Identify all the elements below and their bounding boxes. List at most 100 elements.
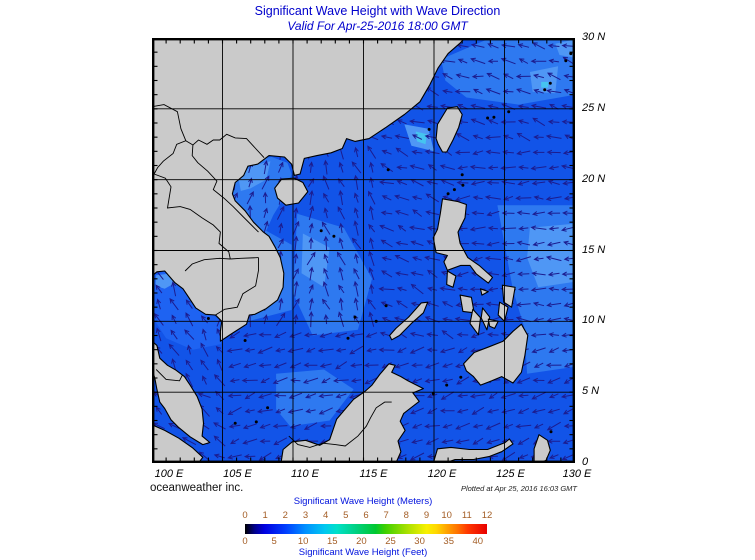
oceanweather-credit: oceanweather inc. bbox=[150, 482, 244, 494]
island-dot bbox=[543, 88, 547, 92]
island-dot bbox=[492, 115, 496, 119]
land-mass bbox=[152, 340, 211, 446]
land-mass bbox=[435, 106, 463, 153]
island-dot bbox=[452, 188, 456, 192]
land-mass bbox=[152, 38, 466, 342]
land-mass bbox=[432, 438, 514, 463]
wave-height-map bbox=[152, 38, 575, 463]
land-mass bbox=[152, 424, 204, 463]
country-border bbox=[184, 257, 231, 272]
feet-tick-5: 5 bbox=[271, 536, 277, 547]
wave-height-patch bbox=[527, 223, 575, 288]
colorbar-ticks-meters: 0 1 2 3 4 5 6 7 8 9 10 11 12 bbox=[242, 510, 492, 521]
island-dot bbox=[461, 183, 465, 187]
island-dot bbox=[564, 59, 568, 63]
land-mass bbox=[501, 284, 516, 308]
country-border bbox=[288, 401, 392, 448]
island-dot bbox=[446, 192, 450, 196]
wave-height-patch bbox=[301, 233, 330, 288]
country-border bbox=[230, 257, 259, 260]
valid-time-subtitle: Valid For Apr-25-2016 18:00 GMT bbox=[287, 19, 468, 33]
island-dot bbox=[384, 304, 388, 308]
lon-label-100e: 100 E bbox=[154, 468, 184, 480]
meters-tick-10: 10 bbox=[441, 510, 452, 521]
island-dot bbox=[386, 168, 390, 172]
island-dot bbox=[549, 430, 553, 434]
country-border bbox=[215, 257, 259, 316]
feet-tick-0: 0 bbox=[242, 536, 248, 547]
wave-height-patch bbox=[541, 81, 549, 88]
island-dot bbox=[486, 116, 490, 120]
country-border bbox=[155, 369, 183, 382]
feet-tick-20: 20 bbox=[356, 536, 367, 547]
island-dot bbox=[332, 234, 336, 238]
island-dot bbox=[427, 127, 431, 131]
meters-tick-6: 6 bbox=[363, 510, 369, 521]
colorbar-title-feet: Significant Wave Height (Feet) bbox=[298, 547, 428, 558]
map-canvas bbox=[152, 38, 575, 463]
island-dot bbox=[206, 317, 210, 320]
page-title: Significant Wave Height with Wave Direct… bbox=[254, 4, 501, 18]
land-mass bbox=[274, 177, 309, 206]
lon-label-115e: 115 E bbox=[359, 468, 388, 480]
island-dot bbox=[459, 375, 463, 379]
meters-tick-2: 2 bbox=[282, 510, 288, 521]
country-border bbox=[152, 104, 187, 141]
meters-tick-1: 1 bbox=[262, 510, 268, 521]
lat-label-15n: 15 N bbox=[582, 243, 606, 256]
lat-label-0: 0 bbox=[582, 456, 589, 468]
feet-tick-10: 10 bbox=[297, 536, 309, 547]
lat-label-10n: 10 N bbox=[582, 314, 606, 327]
lat-label-5n: 5 N bbox=[582, 385, 600, 398]
meters-tick-7: 7 bbox=[383, 510, 389, 521]
lon-label-110e: 110 E bbox=[291, 468, 319, 480]
country-border bbox=[153, 173, 231, 260]
colorbar-title-meters: Significant Wave Height (Meters) bbox=[293, 496, 433, 507]
land-mass bbox=[469, 308, 482, 336]
lon-label-130e: 130 E bbox=[562, 468, 592, 480]
island-dot bbox=[346, 336, 350, 340]
land-mass bbox=[479, 288, 489, 296]
meters-tick-8: 8 bbox=[403, 510, 409, 521]
wave-height-patch bbox=[415, 131, 427, 145]
land-mass bbox=[463, 323, 529, 386]
island-dot bbox=[266, 406, 270, 410]
wave-height-patch bbox=[276, 369, 354, 427]
lat-label-30n: 30 N bbox=[582, 31, 606, 43]
feet-tick-40: 40 bbox=[472, 536, 484, 547]
colorbar-ticks-feet: 0 5 10 15 20 25 30 35 40 bbox=[242, 536, 487, 547]
lon-label-120e: 120 E bbox=[427, 468, 457, 480]
feet-tick-15: 15 bbox=[327, 536, 338, 547]
country-border bbox=[152, 133, 265, 176]
meters-tick-4: 4 bbox=[323, 510, 329, 521]
island-dot bbox=[548, 81, 552, 85]
island-dot bbox=[254, 420, 258, 424]
lon-label-125e: 125 E bbox=[496, 468, 525, 480]
land-mass bbox=[480, 307, 491, 331]
meters-tick-9: 9 bbox=[423, 510, 430, 521]
meters-tick-11: 11 bbox=[461, 510, 472, 521]
map-frame-border bbox=[152, 38, 575, 463]
meters-tick-3: 3 bbox=[302, 510, 309, 521]
feet-tick-30: 30 bbox=[414, 536, 425, 547]
lat-label-25n: 25 N bbox=[582, 101, 606, 114]
title-block: Significant Wave Height with Wave Direct… bbox=[166, 4, 589, 33]
island-dot bbox=[243, 339, 247, 342]
meters-tick-0: 0 bbox=[242, 510, 248, 521]
country-border bbox=[191, 144, 259, 233]
feet-tick-25: 25 bbox=[385, 536, 396, 547]
island-dot bbox=[319, 229, 323, 233]
island-dot bbox=[507, 110, 511, 114]
plotted-timestamp: Plotted at Apr 25, 2016 16:03 GMT bbox=[460, 484, 577, 493]
lat-label-20n: 20 N bbox=[582, 172, 606, 185]
meters-tick-5: 5 bbox=[343, 510, 349, 521]
lon-label-105e: 105 E bbox=[223, 468, 252, 480]
colorbar-gradient bbox=[245, 524, 487, 534]
island-dot bbox=[233, 421, 237, 425]
island-dot bbox=[445, 383, 449, 387]
island-dot bbox=[460, 173, 464, 177]
meters-tick-12: 12 bbox=[481, 510, 493, 521]
island-dot bbox=[569, 52, 573, 56]
island-dot bbox=[353, 315, 357, 319]
